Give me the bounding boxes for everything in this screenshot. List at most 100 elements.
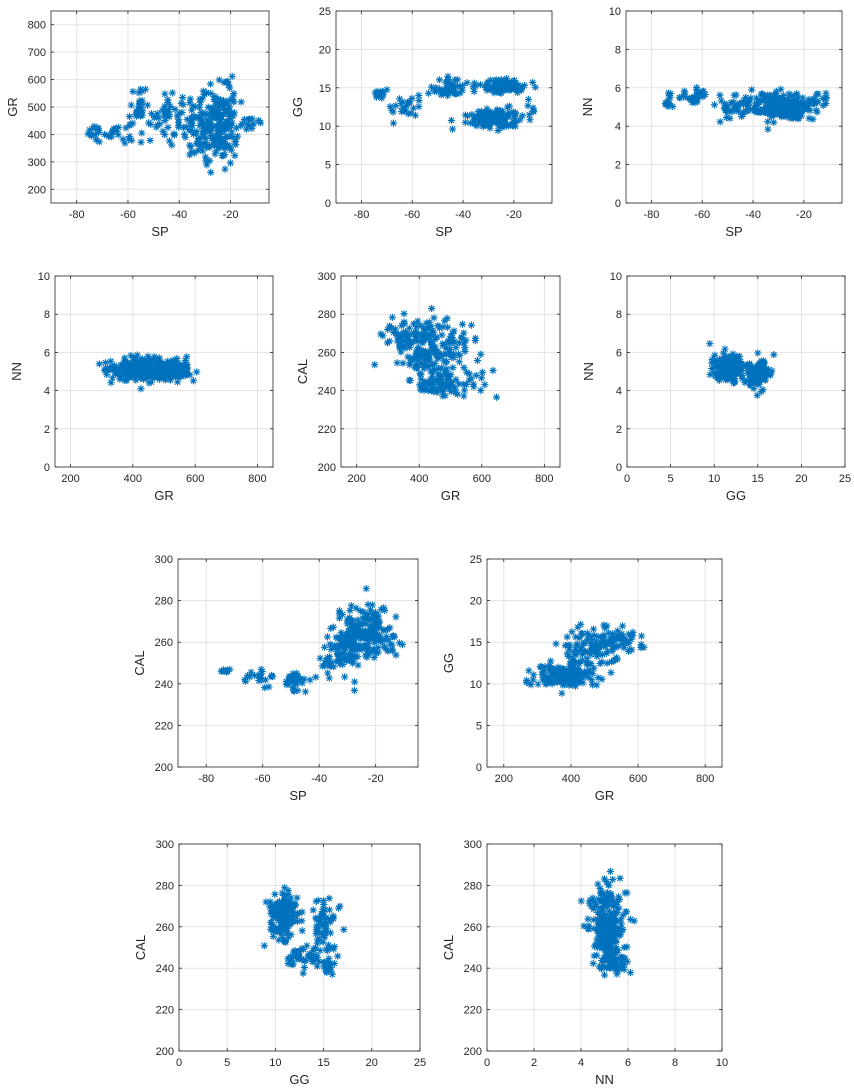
data-point xyxy=(325,906,334,914)
data-point xyxy=(537,663,545,671)
data-point xyxy=(149,361,158,369)
data-point xyxy=(399,359,407,367)
data-point xyxy=(427,322,435,330)
data-point xyxy=(538,668,547,676)
data-point xyxy=(541,671,549,679)
data-point xyxy=(522,676,531,685)
data-point xyxy=(295,678,303,686)
data-point xyxy=(278,889,286,897)
data-point xyxy=(335,655,343,663)
data-point xyxy=(358,614,366,622)
data-point xyxy=(312,897,320,905)
x-tick-label: -40 xyxy=(171,209,187,221)
data-point xyxy=(226,144,234,152)
data-point xyxy=(492,76,500,84)
data-point xyxy=(366,606,375,614)
data-point xyxy=(159,366,167,374)
data-point xyxy=(308,957,316,966)
data-point xyxy=(444,82,452,90)
x-axis-label: NN xyxy=(595,1072,614,1087)
data-point xyxy=(778,94,786,102)
data-point xyxy=(512,79,521,88)
data-point xyxy=(444,72,452,80)
data-point xyxy=(452,343,460,352)
data-point xyxy=(451,385,460,393)
data-point xyxy=(436,371,444,379)
data-point xyxy=(598,956,606,965)
y-axis-label: CAL xyxy=(132,650,147,675)
data-point xyxy=(795,94,803,102)
data-point xyxy=(370,653,378,662)
data-point xyxy=(246,673,254,681)
data-point xyxy=(281,894,289,902)
data-point xyxy=(592,637,600,645)
data-point xyxy=(577,630,586,638)
data-point xyxy=(763,109,771,117)
data-point xyxy=(329,912,337,920)
data-point xyxy=(211,97,219,106)
data-point xyxy=(481,120,489,128)
data-point xyxy=(520,81,529,90)
data-point xyxy=(114,123,123,131)
data-point xyxy=(447,378,456,386)
data-point xyxy=(814,90,822,98)
data-point xyxy=(325,661,333,670)
data-point xyxy=(599,943,607,951)
data-point xyxy=(204,123,212,131)
data-point xyxy=(749,377,757,386)
data-point xyxy=(395,639,404,647)
data-point xyxy=(154,121,162,129)
data-point xyxy=(180,130,189,139)
data-point xyxy=(428,380,437,389)
data-point xyxy=(126,132,134,140)
data-point xyxy=(619,953,627,961)
data-point xyxy=(708,355,716,364)
x-tick-label: 15 xyxy=(752,473,764,485)
data-point xyxy=(577,897,585,905)
data-point xyxy=(322,656,330,665)
data-point xyxy=(364,610,372,619)
data-point xyxy=(350,686,359,695)
data-point xyxy=(291,952,300,960)
data-point xyxy=(202,153,210,161)
data-point xyxy=(321,928,330,936)
data-point xyxy=(620,644,628,652)
data-point xyxy=(388,313,396,321)
data-point xyxy=(559,681,567,689)
data-point xyxy=(615,642,623,650)
data-point xyxy=(666,89,675,98)
data-point xyxy=(122,124,130,132)
data-point xyxy=(727,358,735,366)
data-point xyxy=(329,914,337,922)
data-point xyxy=(196,98,204,106)
data-point xyxy=(328,970,336,978)
y-tick-label: 0 xyxy=(476,762,482,774)
data-point xyxy=(788,91,796,100)
data-point xyxy=(346,635,354,643)
data-point xyxy=(750,384,758,393)
data-point xyxy=(149,368,158,376)
data-point xyxy=(203,161,211,169)
x-axis-label: SP xyxy=(151,224,168,239)
data-point xyxy=(173,362,181,370)
data-point xyxy=(384,647,392,655)
data-point xyxy=(389,632,398,640)
data-point xyxy=(428,304,436,313)
y-tick-label: 6 xyxy=(615,83,621,95)
data-point xyxy=(602,954,610,962)
y-tick-label: 300 xyxy=(156,839,174,851)
data-point xyxy=(547,668,555,676)
data-point xyxy=(786,100,795,109)
data-point xyxy=(300,675,308,683)
data-point xyxy=(111,362,119,370)
y-tick-label: 220 xyxy=(156,1005,174,1017)
data-point xyxy=(233,132,242,140)
data-point xyxy=(326,959,335,968)
data-point xyxy=(286,956,294,964)
data-point xyxy=(156,120,164,128)
data-point xyxy=(608,647,616,655)
data-point xyxy=(585,925,593,933)
data-point xyxy=(578,650,587,658)
data-point xyxy=(602,928,610,936)
data-point xyxy=(206,143,214,151)
